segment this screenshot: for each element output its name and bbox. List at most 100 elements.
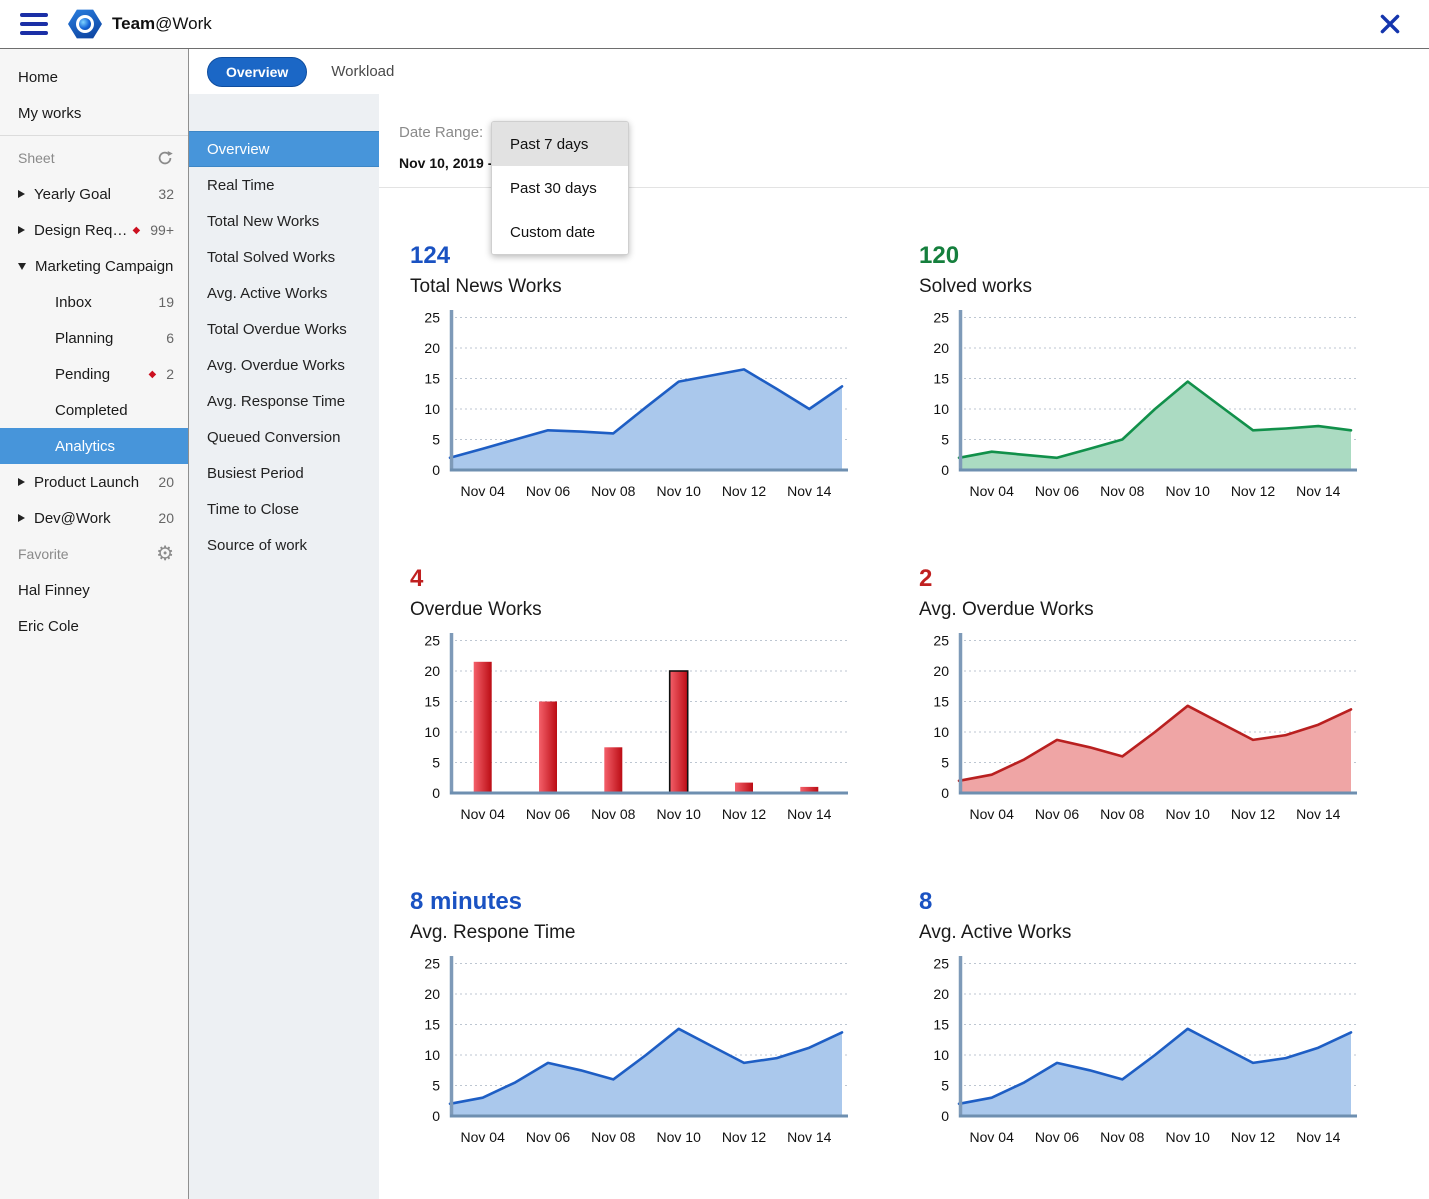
svg-text:10: 10 [933, 1047, 949, 1063]
topbar: Team@Work [0, 0, 1429, 49]
right-pane: Overview Workload OverviewReal TimeTotal… [189, 49, 1429, 1199]
svg-text:5: 5 [432, 432, 440, 448]
svg-text:0: 0 [432, 785, 440, 801]
svg-text:15: 15 [424, 1017, 440, 1033]
svg-text:15: 15 [424, 694, 440, 710]
content-row: OverviewReal TimeTotal New WorksTotal So… [189, 94, 1429, 1199]
tabbar: Overview Workload [189, 49, 1429, 94]
chart-svg: 0510152025Nov 04Nov 06Nov 08Nov 10Nov 12… [919, 631, 1359, 861]
tab-overview[interactable]: Overview [207, 57, 307, 87]
svg-text:Nov 08: Nov 08 [1100, 1129, 1145, 1145]
close-icon[interactable] [1377, 11, 1403, 37]
sidebar-item-analytics[interactable]: Analytics [0, 428, 188, 464]
svg-text:10: 10 [424, 724, 440, 740]
sidebar-item-hal-finney[interactable]: Hal Finney [0, 572, 188, 608]
svg-text:5: 5 [941, 432, 949, 448]
sidebar-item-dev-work[interactable]: Dev@Work20 [0, 500, 188, 536]
sidebar-item-label: Home [18, 69, 174, 86]
chart-title: Total News Works [410, 272, 850, 302]
menu-item-avg-active-works[interactable]: Avg. Active Works [189, 275, 379, 311]
refresh-icon[interactable] [156, 149, 174, 167]
chart-svg: 0510152025Nov 04Nov 06Nov 08Nov 10Nov 12… [410, 631, 850, 861]
svg-text:0: 0 [941, 1108, 949, 1124]
analytics-menu: OverviewReal TimeTotal New WorksTotal So… [189, 94, 379, 1199]
svg-text:5: 5 [941, 755, 949, 771]
svg-text:0: 0 [941, 785, 949, 801]
svg-text:Nov 12: Nov 12 [1231, 483, 1276, 499]
chart-card-avg-respone-time: 8 minutes Avg. Respone Time 0510152025No… [410, 888, 850, 1184]
chevron-right-icon[interactable] [18, 478, 25, 486]
chart-plot-solved-works: 0510152025Nov 04Nov 06Nov 08Nov 10Nov 12… [919, 308, 1359, 538]
chart-svg: 0510152025Nov 04Nov 06Nov 08Nov 10Nov 12… [919, 954, 1359, 1184]
hamburger-menu-icon[interactable] [20, 13, 48, 35]
chart-stat: 124 [410, 242, 850, 270]
svg-text:Nov 12: Nov 12 [722, 483, 767, 499]
sidebar-item-label: Planning [55, 330, 160, 347]
svg-text:5: 5 [432, 1078, 440, 1094]
chart-stat: 2 [919, 565, 1359, 593]
sidebar-item-label: Analytics [55, 438, 174, 455]
chart-svg: 0510152025Nov 04Nov 06Nov 08Nov 10Nov 12… [410, 954, 850, 1184]
dropdown-option-past-7-days[interactable]: Past 7 days [492, 122, 628, 166]
sidebar-item-pending[interactable]: Pending◆2 [0, 356, 188, 392]
svg-text:Nov 14: Nov 14 [1296, 1129, 1341, 1145]
alert-diamond-icon: ◆ [149, 369, 157, 380]
sidebar-item-product-launch[interactable]: Product Launch20 [0, 464, 188, 500]
menu-item-time-to-close[interactable]: Time to Close [189, 491, 379, 527]
chevron-right-icon[interactable] [18, 514, 25, 522]
dropdown-option-custom-date[interactable]: Custom date [492, 210, 628, 254]
svg-text:Nov 10: Nov 10 [657, 483, 702, 499]
svg-text:Nov 08: Nov 08 [591, 1129, 636, 1145]
menu-item-queued-conversion[interactable]: Queued Conversion [189, 419, 379, 455]
tab-workload[interactable]: Workload [331, 63, 394, 80]
chevron-right-icon[interactable] [18, 190, 25, 198]
svg-text:25: 25 [933, 633, 949, 649]
svg-text:15: 15 [424, 371, 440, 387]
svg-text:10: 10 [424, 1047, 440, 1063]
sidebar-item-planning[interactable]: Planning6 [0, 320, 188, 356]
sidebar-item-label: Hal Finney [18, 582, 174, 599]
sidebar-item-my-works[interactable]: My works [0, 95, 188, 131]
menu-item-real-time[interactable]: Real Time [189, 167, 379, 203]
chart-card-overdue-works: 4 Overdue Works 0510152025Nov 04Nov 06No… [410, 565, 850, 861]
gear-icon[interactable]: ⚙ [156, 545, 174, 563]
chevron-down-icon[interactable] [18, 263, 26, 270]
sidebar-item-label: My works [18, 105, 174, 122]
menu-item-overview[interactable]: Overview [189, 131, 379, 167]
svg-text:15: 15 [933, 694, 949, 710]
svg-text:Nov 10: Nov 10 [1166, 806, 1211, 822]
menu-item-total-overdue-works[interactable]: Total Overdue Works [189, 311, 379, 347]
menu-item-avg-response-time[interactable]: Avg. Response Time [189, 383, 379, 419]
menu-item-avg-overdue-works[interactable]: Avg. Overdue Works [189, 347, 379, 383]
sidebar-item-home[interactable]: Home [0, 59, 188, 95]
svg-text:25: 25 [933, 956, 949, 972]
sidebar-item-yearly-goal[interactable]: Yearly Goal32 [0, 176, 188, 212]
chart-plot-avg-respone-time: 0510152025Nov 04Nov 06Nov 08Nov 10Nov 12… [410, 954, 850, 1184]
svg-text:Nov 06: Nov 06 [1035, 1129, 1080, 1145]
chevron-right-icon[interactable] [18, 226, 25, 234]
sidebar-item-inbox[interactable]: Inbox19 [0, 284, 188, 320]
app-window: { "header": { "app_name_bold": "Team", "… [0, 0, 1429, 1199]
main-content: Date Range: Nov 10, 2019 - Past 7 daysPa… [379, 94, 1429, 1199]
sidebar-item-favorite: Favorite⚙ [0, 536, 188, 572]
chart-plot-avg-overdue-works: 0510152025Nov 04Nov 06Nov 08Nov 10Nov 12… [919, 631, 1359, 861]
sidebar-item-label: Yearly Goal [34, 186, 152, 203]
menu-item-source-of-work[interactable]: Source of work [189, 527, 379, 563]
svg-text:Nov 14: Nov 14 [787, 806, 832, 822]
menu-item-total-new-works[interactable]: Total New Works [189, 203, 379, 239]
chart-title: Overdue Works [410, 595, 850, 625]
dropdown-option-past-30-days[interactable]: Past 30 days [492, 166, 628, 210]
svg-text:Nov 14: Nov 14 [1296, 483, 1341, 499]
menu-item-busiest-period[interactable]: Busiest Period [189, 455, 379, 491]
sidebar-item-marketing-campaign[interactable]: Marketing Campaign [0, 248, 188, 284]
svg-text:Nov 08: Nov 08 [1100, 806, 1145, 822]
charts-grid: 124 Total News Works 0510152025Nov 04Nov… [410, 242, 1429, 1184]
sidebar-item-eric-cole[interactable]: Eric Cole [0, 608, 188, 644]
sidebar-item-design-reque[interactable]: Design Reque…◆99+ [0, 212, 188, 248]
sidebar-item-completed[interactable]: Completed [0, 392, 188, 428]
svg-text:Nov 12: Nov 12 [1231, 1129, 1276, 1145]
svg-text:20: 20 [933, 986, 949, 1002]
menu-item-total-solved-works[interactable]: Total Solved Works [189, 239, 379, 275]
svg-text:Nov 04: Nov 04 [970, 483, 1015, 499]
chart-plot-overdue-works[interactable]: 0510152025Nov 04Nov 06Nov 08Nov 10Nov 12… [410, 631, 850, 861]
